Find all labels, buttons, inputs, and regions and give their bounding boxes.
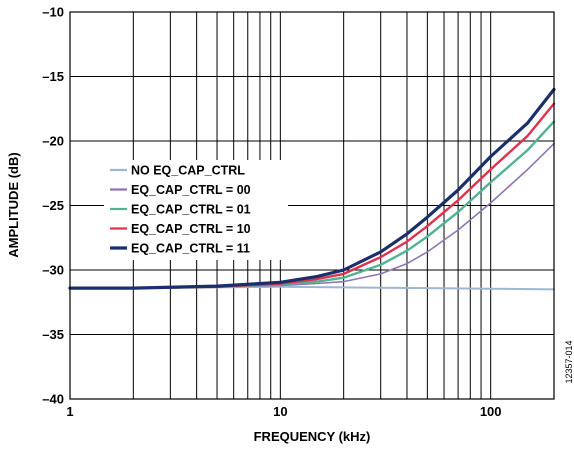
x-axis-title: FREQUENCY (kHz) (254, 429, 371, 444)
y-tick-label: –25 (42, 198, 64, 213)
y-tick-label: –35 (42, 327, 64, 342)
legend: NO EQ_CAP_CTRL EQ_CAP_CTRL = 00 EQ_CAP_CTR… (104, 160, 288, 260)
x-tick-label: 10 (273, 404, 287, 419)
y-tick-label: –10 (42, 5, 64, 20)
series-lines (68, 87, 556, 291)
x-tick-label: 100 (480, 404, 502, 419)
legend-label: EQ_CAP_CTRL = 00 (131, 183, 251, 197)
y-tick-labels: –10 –15 –20 –25 –30 –35 –40 (42, 5, 64, 407)
plot-frame (69, 11, 555, 400)
y-tick-label: –15 (42, 69, 64, 84)
legend-label: EQ_CAP_CTRL = 10 (131, 222, 251, 236)
legend-background (104, 160, 288, 260)
y-tick-label: –30 (42, 263, 64, 278)
x-tick-labels: 1 10 100 (66, 404, 501, 419)
y-axis-title: AMPLITUDE (dB) (6, 152, 21, 257)
legend-label: EQ_CAP_CTRL = 11 (131, 242, 250, 256)
x-tick-label: 1 (66, 404, 73, 419)
legend-label: EQ_CAP_CTRL = 01 (131, 203, 251, 217)
legend-label: NO EQ_CAP_CTRL (131, 164, 245, 178)
series-line-5 (68, 87, 556, 290)
y-tick-label: –20 (42, 134, 64, 149)
figure-id: 12357-014 (564, 340, 574, 383)
y-tick-label: –40 (42, 392, 64, 407)
